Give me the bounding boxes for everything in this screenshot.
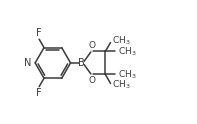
Text: CH$_3$: CH$_3$: [112, 35, 131, 47]
Text: F: F: [36, 28, 42, 38]
Text: B: B: [78, 58, 85, 68]
Text: F: F: [36, 88, 42, 98]
Text: CH$_3$: CH$_3$: [118, 45, 137, 58]
Text: CH$_3$: CH$_3$: [112, 79, 131, 91]
Text: CH$_3$: CH$_3$: [118, 68, 137, 81]
Text: O: O: [88, 76, 96, 85]
Text: O: O: [88, 41, 96, 50]
Text: N: N: [24, 58, 32, 68]
